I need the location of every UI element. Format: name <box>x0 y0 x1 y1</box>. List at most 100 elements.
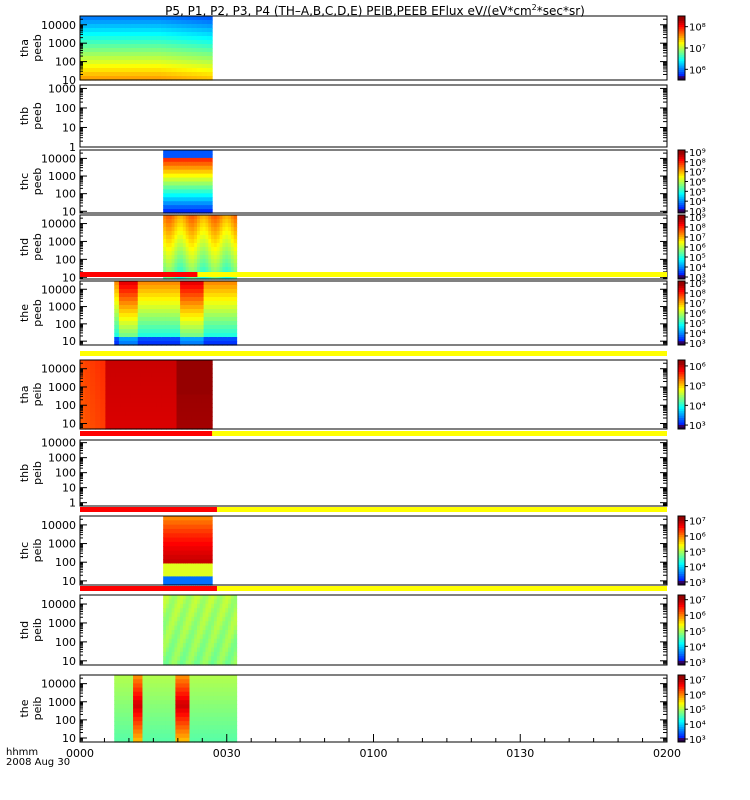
spectrogram-cell <box>172 169 176 175</box>
spectrogram-cell <box>191 259 195 264</box>
spectrogram-cell <box>168 621 173 627</box>
spectrogram-cell <box>171 243 176 248</box>
spectrogram-cell <box>90 360 96 365</box>
spectrogram-cell <box>185 616 190 622</box>
spectrogram-cell <box>168 541 172 547</box>
colorbar-segment <box>678 293 685 297</box>
spectrogram-cell <box>191 56 198 61</box>
colorbar-segment <box>678 229 685 233</box>
spectrogram-cell <box>188 643 192 649</box>
spectrogram-cell <box>219 243 224 248</box>
spectrogram-cell <box>208 341 214 346</box>
spectrogram-cell <box>199 267 204 272</box>
spectrogram-cell <box>189 329 195 334</box>
spectrogram-cell <box>186 48 193 53</box>
spectrogram-cell <box>174 634 178 640</box>
spectrogram-cell <box>202 243 207 248</box>
colorbar-segment <box>678 62 685 66</box>
spectrogram-cell <box>201 364 208 370</box>
spectrogram-cell <box>211 227 215 232</box>
spectrogram-cell <box>175 305 181 310</box>
spectrogram-cell <box>194 725 200 731</box>
spectrogram-cell <box>165 683 172 689</box>
spectrogram-cell <box>168 559 172 565</box>
spectrogram-cell <box>208 595 212 600</box>
spectrogram-cell <box>188 219 192 224</box>
spectrogram-cell <box>151 68 157 73</box>
spectrogram-cell <box>210 533 213 539</box>
spectrogram-cell <box>166 520 170 526</box>
spectrogram-cell <box>210 185 213 190</box>
spectrogram-cell <box>115 372 122 378</box>
colorbar-segment <box>678 39 685 43</box>
spectrogram-cell <box>80 398 86 404</box>
spectrogram-cell <box>211 219 215 224</box>
spectrogram-cell <box>207 56 213 61</box>
spectrogram-cell <box>133 289 139 294</box>
spectrogram-cell <box>105 394 112 400</box>
spectrogram-cell <box>176 546 179 552</box>
spectrogram-cell <box>191 48 198 53</box>
spectrogram-cell <box>147 733 153 739</box>
colorbar-segment <box>678 177 685 180</box>
spectrogram-cell <box>115 36 122 41</box>
spectrogram-cell <box>100 56 106 61</box>
spectrogram-cell <box>181 165 185 171</box>
spectrogram-cell <box>198 293 205 298</box>
spectrogram-cell <box>222 231 226 236</box>
spectrogram-cell <box>165 716 172 722</box>
spectrogram-cell <box>187 157 191 163</box>
spectrogram-cell <box>219 630 224 635</box>
spectrogram-cell <box>114 281 120 286</box>
colorbar-segment <box>678 67 685 70</box>
spectrogram-cell <box>188 251 192 256</box>
colorbar-segment <box>678 730 685 734</box>
spectrogram-cell <box>168 247 173 252</box>
spectrogram-cell <box>166 177 170 183</box>
spectrogram-cell <box>181 368 188 374</box>
spectrogram-cell <box>222 317 228 322</box>
spectrogram-cell <box>191 377 198 383</box>
spectrogram-cell <box>182 656 187 662</box>
spectrogram-cell <box>222 223 226 228</box>
spectrogram-cell <box>161 321 167 326</box>
colorbar-segment <box>678 611 685 615</box>
spectrogram-cell <box>228 638 232 644</box>
spectrogram-cell <box>181 40 188 45</box>
spectrogram-cell <box>171 625 176 631</box>
spectrogram-cell <box>163 554 166 560</box>
spectrogram-cell <box>171 16 178 21</box>
colorbar-segment <box>678 417 685 421</box>
spectrogram-cell <box>135 20 142 25</box>
spectrogram-cell <box>210 189 213 194</box>
spectrogram-cell <box>151 704 158 710</box>
spectrogram-cell <box>110 72 117 77</box>
spectrogram-cell <box>177 608 181 614</box>
colorbar-tick-label: 10⁶ <box>689 65 706 76</box>
spectrogram-cell <box>130 424 137 430</box>
spectrogram-cell <box>115 60 122 65</box>
spectrogram-cell <box>170 333 176 338</box>
spectrogram-cell <box>156 420 162 426</box>
spectrogram-cell <box>172 559 176 565</box>
spectrogram-cell <box>195 197 198 202</box>
spectrogram-cell <box>90 72 96 77</box>
spectrogram-cell <box>201 64 208 69</box>
spectrogram-cell <box>174 227 178 232</box>
spectrogram-cell <box>219 235 224 240</box>
spectrogram-cell <box>189 541 192 547</box>
spectrogram-cell <box>174 189 177 194</box>
spectrogram-cell <box>197 621 201 627</box>
spectrogram-cell <box>135 364 142 370</box>
probe-label: thb <box>18 464 31 482</box>
colorbar-segment <box>678 415 685 418</box>
spectrogram-cell <box>172 173 176 179</box>
spectrogram-cell <box>208 733 214 739</box>
spectrogram-cell <box>105 368 112 374</box>
x-tick-label: 0000 <box>66 747 94 760</box>
spectrogram-cell <box>110 407 117 413</box>
colorbar-segment <box>678 634 685 638</box>
colorbar-segment <box>678 412 685 416</box>
spectrogram-cell <box>191 215 195 220</box>
colorbar-segment <box>678 681 685 685</box>
